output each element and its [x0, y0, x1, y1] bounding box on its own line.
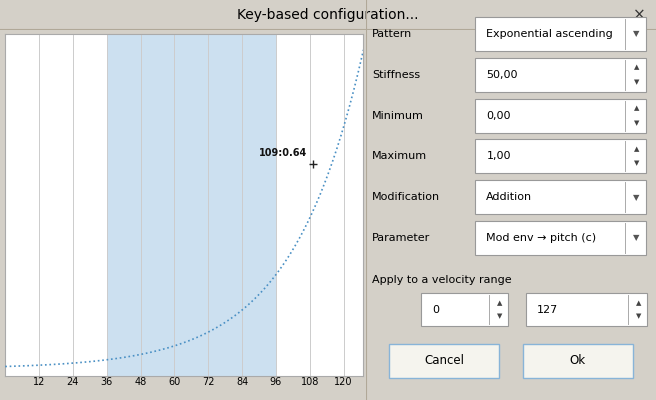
Text: ▲: ▲ [634, 105, 639, 111]
Text: ▼: ▼ [633, 193, 640, 202]
Bar [475, 180, 646, 214]
Bar [421, 293, 508, 326]
Text: ▲: ▲ [634, 64, 639, 70]
Text: 109:0.64: 109:0.64 [258, 148, 307, 158]
Text: ▼: ▼ [634, 79, 639, 85]
Text: 0: 0 [433, 305, 440, 314]
Bar [475, 17, 646, 51]
Text: Ok: Ok [569, 354, 586, 368]
Text: 0,00: 0,00 [486, 110, 511, 120]
Text: Addition: Addition [486, 192, 533, 202]
Bar [525, 293, 647, 326]
Text: ▼: ▼ [633, 234, 640, 242]
Text: ▼: ▼ [636, 314, 642, 319]
Bar [475, 98, 646, 132]
Text: Exponential ascending: Exponential ascending [486, 29, 613, 39]
Bar [389, 344, 499, 378]
Text: Maximum: Maximum [372, 151, 427, 161]
Text: Stiffness: Stiffness [372, 70, 420, 80]
Bar [523, 344, 633, 378]
Text: 50,00: 50,00 [486, 70, 518, 80]
Text: Key-based configuration...: Key-based configuration... [237, 8, 419, 22]
Text: Parameter: Parameter [372, 233, 430, 243]
Text: Mod env → pitch (c): Mod env → pitch (c) [486, 233, 596, 243]
Text: Minimum: Minimum [372, 110, 424, 120]
Text: ▲: ▲ [497, 300, 502, 306]
Text: Pattern: Pattern [372, 29, 412, 39]
Text: ▼: ▼ [634, 161, 639, 167]
Text: ▼: ▼ [634, 120, 639, 126]
Text: 1,00: 1,00 [486, 151, 511, 161]
Text: ×: × [633, 8, 646, 22]
Bar [475, 140, 646, 174]
Text: ▼: ▼ [633, 30, 640, 38]
Bar [107, 34, 276, 376]
Text: ▼: ▼ [497, 314, 502, 319]
Text: Apply to a velocity range: Apply to a velocity range [372, 275, 512, 285]
Text: 127: 127 [537, 305, 558, 314]
Bar [475, 221, 646, 255]
Text: ▲: ▲ [636, 300, 642, 306]
Text: Cancel: Cancel [424, 354, 464, 368]
Text: Modification: Modification [372, 192, 440, 202]
Bar [475, 58, 646, 92]
Text: ▲: ▲ [634, 146, 639, 152]
